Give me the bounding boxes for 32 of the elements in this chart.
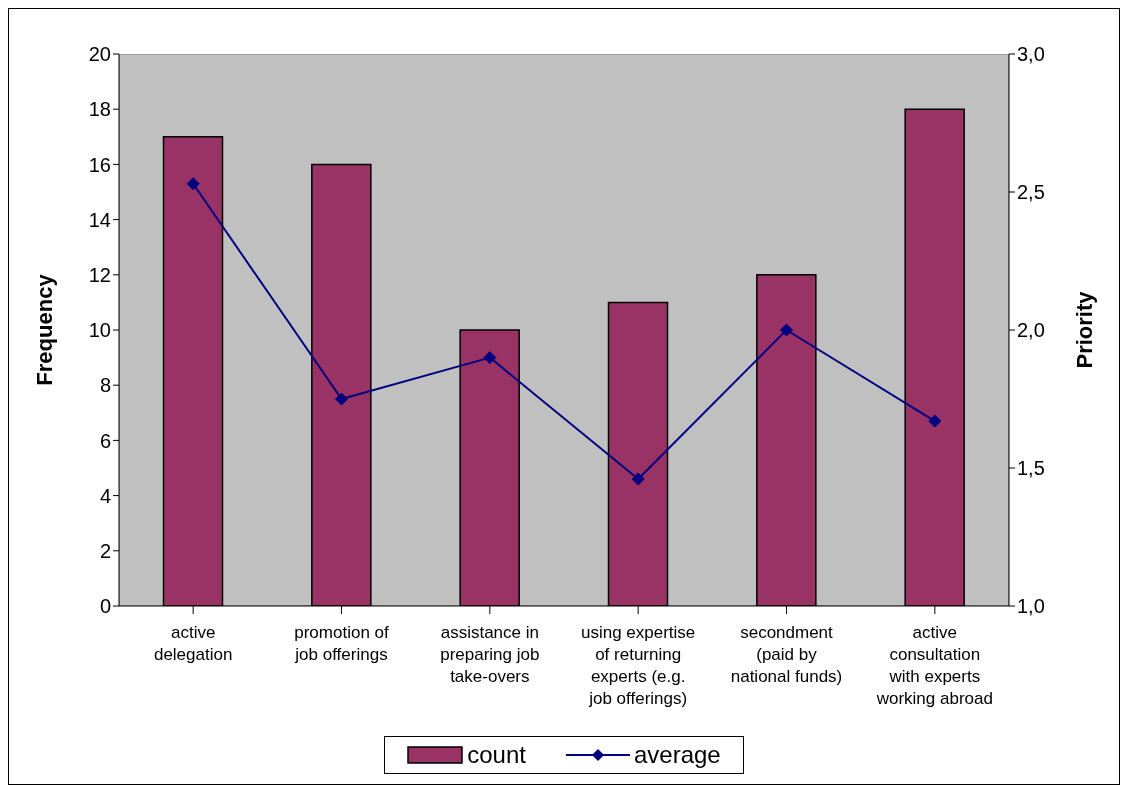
- point: [631, 472, 645, 486]
- y2-axis-title: Priority: [1071, 290, 1097, 369]
- point: [483, 351, 497, 365]
- y2-tick-label: 2,0: [1017, 319, 1045, 342]
- y-tick-label: 18: [88, 98, 111, 121]
- y-tick-label: 8: [99, 374, 111, 397]
- point: [928, 414, 942, 428]
- x-tick-label: promotion of job offerings: [294, 623, 390, 664]
- y2-tick-label: 1,5: [1017, 457, 1045, 480]
- y2-tick-label: 2,5: [1017, 181, 1045, 204]
- y-tick-label: 6: [99, 429, 111, 452]
- y2-tick-label: 3,0: [1017, 43, 1045, 66]
- y-axis-title: Frequency: [31, 273, 57, 386]
- x-tick-label: assistance in preparing job take-overs: [440, 623, 540, 686]
- y-tick-label: 10: [88, 319, 111, 342]
- y-tick-label: 16: [88, 153, 111, 176]
- x-tick-label: secondment (paid by national funds): [730, 623, 843, 686]
- y2-tick-label: 1,0: [1017, 595, 1045, 618]
- point: [186, 177, 200, 191]
- x-tick-label: using expertise of returning experts (e.g. job offerings): [580, 623, 696, 708]
- point: [780, 323, 793, 337]
- x-tick-label: active delegation: [153, 623, 233, 664]
- legend-label: count: [466, 741, 526, 769]
- y-tick-label: 14: [88, 208, 111, 231]
- point: [335, 392, 348, 406]
- y-tick-label: 12: [88, 263, 111, 286]
- y-tick-label: 4: [99, 484, 111, 507]
- legend-label: average: [633, 741, 721, 769]
- x-tick-label: active consultation with experts working abroad: [875, 623, 993, 708]
- y-tick-label: 20: [88, 43, 111, 66]
- y-tick-label: 2: [99, 539, 111, 562]
- y-tick-label: 0: [99, 595, 111, 618]
